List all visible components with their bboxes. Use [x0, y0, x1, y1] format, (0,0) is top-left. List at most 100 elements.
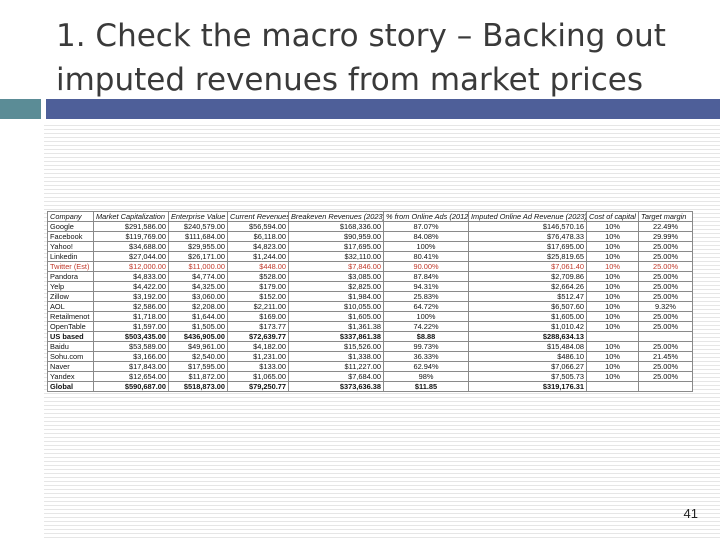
- value-cell: 80.41%: [383, 251, 469, 262]
- company-cell: Pandora: [47, 271, 94, 282]
- value-cell: $29,955.00: [168, 241, 228, 252]
- value-cell: 10%: [586, 241, 639, 252]
- value-cell: 10%: [586, 261, 639, 272]
- value-cell: $319,176.31: [468, 381, 587, 392]
- value-cell: 87.07%: [383, 221, 469, 232]
- column-header: Breakeven Revenues (2023): [288, 211, 384, 222]
- value-cell: $10,055.00: [288, 301, 384, 312]
- revenue-table: Company Market Capitalization Enterprise V…: [47, 211, 693, 392]
- value-cell: $119,769.00: [93, 231, 169, 242]
- value-cell: $288,634.13: [468, 331, 587, 342]
- value-cell: $2,540.00: [168, 351, 228, 362]
- value-cell: $7,505.73: [468, 371, 587, 382]
- value-cell: 9.32%: [638, 301, 693, 312]
- value-cell: $486.10: [468, 351, 587, 362]
- value-cell: $12,654.00: [93, 371, 169, 382]
- value-cell: $146,570.16: [468, 221, 587, 232]
- value-cell: 25.00%: [638, 281, 693, 292]
- table-row: Twitter (Est) $12,000.00 $11,000.00 $448.00…: [47, 261, 693, 272]
- value-cell: $17,843.00: [93, 361, 169, 372]
- column-header: Company: [47, 211, 94, 222]
- company-cell: Yandex: [47, 371, 94, 382]
- value-cell: $518,873.00: [168, 381, 228, 392]
- value-cell: $1,605.00: [288, 311, 384, 322]
- value-cell: $1,597.00: [93, 321, 169, 332]
- value-cell: 62.94%: [383, 361, 469, 372]
- value-cell: $34,688.00: [93, 241, 169, 252]
- value-cell: $4,833.00: [93, 271, 169, 282]
- value-cell: $4,422.00: [93, 281, 169, 292]
- value-cell: $1,361.38: [288, 321, 384, 332]
- value-cell: $1,244.00: [227, 251, 289, 262]
- value-cell: $512.47: [468, 291, 587, 302]
- value-cell: $1,338.00: [288, 351, 384, 362]
- value-cell: $3,166.00: [93, 351, 169, 362]
- value-cell: 84.08%: [383, 231, 469, 242]
- value-cell: $2,825.00: [288, 281, 384, 292]
- table-row: OpenTable $1,597.00 $1,505.00 $173.77 $1,361…: [47, 321, 693, 332]
- value-cell: $17,695.00: [288, 241, 384, 252]
- table-header-row: Company Market Capitalization Enterprise V…: [47, 211, 693, 222]
- value-cell: 25.00%: [638, 321, 693, 332]
- value-cell: [638, 331, 693, 342]
- value-cell: 10%: [586, 371, 639, 382]
- company-cell: US based: [47, 331, 94, 342]
- value-cell: 25.00%: [638, 251, 693, 262]
- value-cell: $168,336.00: [288, 221, 384, 232]
- table-row: Sohu.com $3,166.00 $2,540.00 $1,231.00 $1,33…: [47, 351, 693, 362]
- table-row: US based $503,435.00 $436,905.00 $72,639.77…: [47, 331, 693, 342]
- value-cell: $11,000.00: [168, 261, 228, 272]
- accent-bar-left: [0, 99, 41, 119]
- value-cell: 21.45%: [638, 351, 693, 362]
- value-cell: 10%: [586, 251, 639, 262]
- value-cell: 94.31%: [383, 281, 469, 292]
- company-cell: Retailmenot: [47, 311, 94, 322]
- value-cell: $25,819.65: [468, 251, 587, 262]
- value-cell: $2,709.86: [468, 271, 587, 282]
- value-cell: $11,872.00: [168, 371, 228, 382]
- value-cell: $7,684.00: [288, 371, 384, 382]
- value-cell: 100%: [383, 241, 469, 252]
- column-header: Market Capitalization: [93, 211, 169, 222]
- value-cell: 10%: [586, 341, 639, 352]
- table-row: Baidu $53,589.00 $49,961.00 $4,182.00 $15,52…: [47, 341, 693, 352]
- value-cell: $436,905.00: [168, 331, 228, 342]
- value-cell: $590,687.00: [93, 381, 169, 392]
- value-cell: 10%: [586, 231, 639, 242]
- table-row: Linkedin $27,044.00 $26,171.00 $1,244.00 $32…: [47, 251, 693, 262]
- value-cell: $49,961.00: [168, 341, 228, 352]
- value-cell: 10%: [586, 271, 639, 282]
- value-cell: $4,325.00: [168, 281, 228, 292]
- value-cell: $1,718.00: [93, 311, 169, 322]
- value-cell: $3,192.00: [93, 291, 169, 302]
- company-cell: Global: [47, 381, 94, 392]
- company-cell: Linkedin: [47, 251, 94, 262]
- table-row: Zillow $3,192.00 $3,060.00 $152.00 $1,984.00…: [47, 291, 693, 302]
- column-header: Target margin: [638, 211, 693, 222]
- value-cell: 10%: [586, 351, 639, 362]
- value-cell: 10%: [586, 281, 639, 292]
- value-cell: $79,250.77: [227, 381, 289, 392]
- value-cell: 64.72%: [383, 301, 469, 312]
- value-cell: 25.00%: [638, 291, 693, 302]
- value-cell: $2,211.00: [227, 301, 289, 312]
- value-cell: [638, 381, 693, 392]
- value-cell: $3,060.00: [168, 291, 228, 302]
- value-cell: $2,664.26: [468, 281, 587, 292]
- value-cell: $27,044.00: [93, 251, 169, 262]
- slide-title: 1. Check the macro story – Backing out i…: [56, 18, 666, 98]
- value-cell: $179.00: [227, 281, 289, 292]
- value-cell: $373,636.38: [288, 381, 384, 392]
- company-cell: Facebook: [47, 231, 94, 242]
- value-cell: 99.73%: [383, 341, 469, 352]
- table-row: Naver $17,843.00 $17,595.00 $133.00 $11,227.…: [47, 361, 693, 372]
- company-cell: AOL: [47, 301, 94, 312]
- table-row: Yelp $4,422.00 $4,325.00 $179.00 $2,825.00 94…: [47, 281, 693, 292]
- column-header: Enterprise Value: [168, 211, 228, 222]
- value-cell: 10%: [586, 311, 639, 322]
- company-cell: Zillow: [47, 291, 94, 302]
- value-cell: $76,478.33: [468, 231, 587, 242]
- value-cell: $4,823.00: [227, 241, 289, 252]
- value-cell: $1,605.00: [468, 311, 587, 322]
- value-cell: 25.00%: [638, 311, 693, 322]
